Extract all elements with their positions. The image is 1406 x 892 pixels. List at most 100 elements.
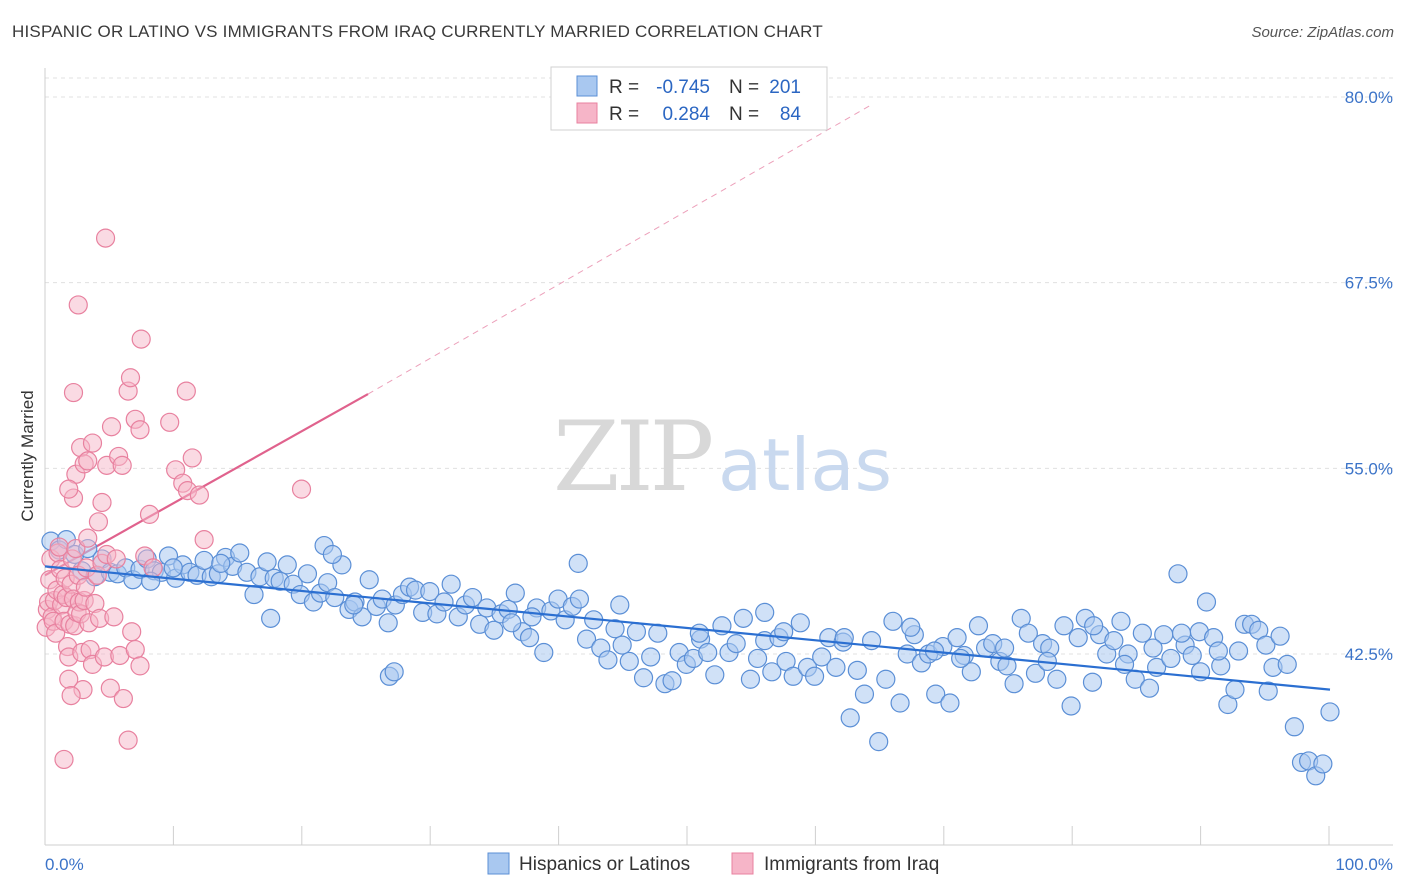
blue-point-210 <box>1258 681 1278 701</box>
pink-point-79 <box>182 448 202 468</box>
blue-point-138 <box>1018 623 1038 643</box>
blue-point-94 <box>705 665 725 685</box>
blue-point-195 <box>755 602 775 623</box>
blue-point-209 <box>1228 641 1249 661</box>
blue-point-198 <box>901 617 921 637</box>
watermark-atlas: atlas <box>718 423 892 507</box>
blue-point-88 <box>662 671 682 691</box>
y-tick-label-0: 42.5% <box>1345 645 1393 664</box>
pink-trend-line <box>44 393 369 577</box>
pink-point-55 <box>54 749 74 770</box>
pink-point-35 <box>78 528 98 548</box>
blue-point-85 <box>641 647 661 667</box>
blue-point-114 <box>847 660 867 680</box>
blue-point-171 <box>1256 635 1276 655</box>
y-tick-label-1: 55.0% <box>1345 459 1393 478</box>
watermark: ZIP atlas <box>553 401 892 513</box>
blue-point-200 <box>951 648 971 669</box>
blue-points-group <box>41 530 1340 786</box>
blue-point-173 <box>1270 626 1290 646</box>
blue-point-84 <box>633 668 654 688</box>
blue-point-118 <box>876 669 896 689</box>
legend-swatch-pink <box>576 102 598 124</box>
pink-point-69 <box>112 455 132 475</box>
pink-point-52 <box>125 639 145 660</box>
blue-point-26 <box>230 543 250 563</box>
pink-point-47 <box>106 549 126 569</box>
pink-point-63 <box>82 433 103 453</box>
blue-point-111 <box>826 657 846 677</box>
pink-point-64 <box>88 512 109 532</box>
legend-r-value-pink: 0.284 <box>662 104 710 125</box>
pink-trend-group <box>44 103 873 577</box>
blue-point-81 <box>612 635 632 655</box>
blue-point-120 <box>890 693 910 713</box>
blue-point-99 <box>740 669 761 689</box>
pink-point-80 <box>189 485 209 505</box>
blue-point-57 <box>441 574 461 594</box>
legend-r-label-pink: R = <box>609 104 639 125</box>
blue-point-83 <box>626 622 647 642</box>
legend-n-value-blue: 201 <box>769 77 801 98</box>
blue-point-186 <box>261 608 281 628</box>
legend-swatch-blue <box>576 75 598 97</box>
blue-point-93 <box>698 642 718 663</box>
series-legend-label-blue: Hispanics or Latinos <box>519 854 690 875</box>
pink-point-86 <box>131 329 151 349</box>
blue-point-75 <box>569 589 590 609</box>
blue-point-131 <box>968 616 989 636</box>
series-legend-swatch-pink <box>731 852 754 875</box>
x-tick-labels: 0.0% 100.0% <box>45 855 1393 874</box>
blue-point-208 <box>1208 641 1228 661</box>
blue-point-82 <box>619 651 639 672</box>
pink-point-73 <box>139 504 160 524</box>
blue-point-45 <box>359 570 379 590</box>
blue-point-205 <box>1143 638 1163 658</box>
pink-point-50 <box>118 730 138 750</box>
blue-point-187 <box>344 595 364 615</box>
pink-point-51 <box>122 622 142 642</box>
y-tick-label-3: 80.0% <box>1345 88 1393 107</box>
blue-point-194 <box>689 623 709 643</box>
blue-point-175 <box>1284 717 1304 737</box>
blue-point-98 <box>733 608 753 628</box>
chart-title: HISPANIC OR LATINO VS IMMIGRANTS FROM IR… <box>12 22 823 41</box>
blue-point-203 <box>1084 616 1104 636</box>
blue-point-190 <box>502 613 522 633</box>
axes <box>44 68 1393 846</box>
blue-point-192 <box>568 553 588 573</box>
blue-trend-line <box>44 565 1331 691</box>
blue-point-36 <box>297 564 318 584</box>
blue-point-113 <box>840 708 860 728</box>
series-legend-swatch-blue <box>487 852 510 875</box>
pink-point-88 <box>291 479 312 499</box>
legend-n-label-blue: N = <box>729 77 759 98</box>
pink-point-56 <box>59 669 79 689</box>
blue-point-142 <box>1047 669 1067 689</box>
blue-point-161 <box>1182 645 1202 666</box>
pink-point-65 <box>92 492 112 513</box>
x-tick-label-1: 100.0% <box>1335 855 1393 874</box>
pink-point-85 <box>120 368 141 388</box>
blue-point-143 <box>1054 616 1074 636</box>
blue-point-63 <box>484 620 504 640</box>
blue-point-136 <box>1004 674 1024 694</box>
blue-point-144 <box>1061 696 1081 716</box>
pink-point-84 <box>95 228 116 248</box>
blue-point-174 <box>1277 654 1297 674</box>
pink-point-75 <box>160 412 180 432</box>
blue-point-151 <box>1111 611 1131 631</box>
blue-point-128 <box>947 628 967 648</box>
pink-point-72 <box>130 420 150 440</box>
pink-point-81 <box>194 530 214 550</box>
blue-point-108 <box>804 666 825 686</box>
blue-point-180 <box>1320 702 1340 722</box>
y-tick-label-2: 67.5% <box>1345 274 1393 293</box>
pink-point-67 <box>101 417 122 437</box>
legend-r-label-blue: R = <box>609 77 639 98</box>
blue-point-97 <box>726 634 746 654</box>
pink-point-53 <box>130 656 150 676</box>
pink-point-49 <box>113 688 133 709</box>
blue-point-139 <box>1025 663 1046 683</box>
blue-point-159 <box>1168 564 1188 584</box>
